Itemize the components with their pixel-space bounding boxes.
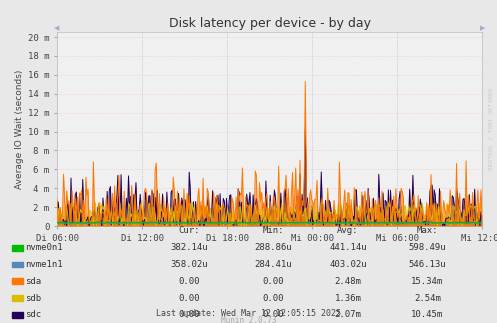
Text: Munin 2.0.73: Munin 2.0.73: [221, 316, 276, 323]
Text: 0.00: 0.00: [178, 277, 200, 286]
Text: 1.36m: 1.36m: [334, 294, 361, 303]
Text: 403.02u: 403.02u: [329, 260, 367, 269]
Text: sdc: sdc: [25, 310, 41, 319]
Text: sda: sda: [25, 277, 41, 286]
Text: 382.14u: 382.14u: [170, 243, 208, 252]
Text: RRDTOOL / TOBI OETIKER: RRDTOOL / TOBI OETIKER: [489, 88, 494, 171]
Text: 0.00: 0.00: [262, 310, 284, 319]
Text: 288.86u: 288.86u: [254, 243, 292, 252]
Text: Avg:: Avg:: [337, 226, 359, 235]
Text: 0.00: 0.00: [178, 310, 200, 319]
Text: 441.14u: 441.14u: [329, 243, 367, 252]
Text: 598.49u: 598.49u: [409, 243, 446, 252]
Text: Last update: Wed Mar 12 12:05:15 2025: Last update: Wed Mar 12 12:05:15 2025: [156, 309, 341, 318]
Text: ▶: ▶: [480, 25, 485, 31]
Text: 358.02u: 358.02u: [170, 260, 208, 269]
Text: 2.48m: 2.48m: [334, 277, 361, 286]
Text: 0.00: 0.00: [262, 294, 284, 303]
Text: 10.45m: 10.45m: [412, 310, 443, 319]
Y-axis label: Average IO Wait (seconds): Average IO Wait (seconds): [15, 69, 24, 189]
Text: 15.34m: 15.34m: [412, 277, 443, 286]
Text: nvme1n1: nvme1n1: [25, 260, 63, 269]
Text: 546.13u: 546.13u: [409, 260, 446, 269]
Text: Cur:: Cur:: [178, 226, 200, 235]
Title: Disk latency per device - by day: Disk latency per device - by day: [168, 17, 371, 30]
Text: ◀: ◀: [54, 25, 60, 31]
Text: Min:: Min:: [262, 226, 284, 235]
Text: nvme0n1: nvme0n1: [25, 243, 63, 252]
Text: 2.54m: 2.54m: [414, 294, 441, 303]
Text: 284.41u: 284.41u: [254, 260, 292, 269]
Text: Max:: Max:: [416, 226, 438, 235]
Text: 0.00: 0.00: [178, 294, 200, 303]
Text: sdb: sdb: [25, 294, 41, 303]
Text: 2.07m: 2.07m: [334, 310, 361, 319]
Text: 0.00: 0.00: [262, 277, 284, 286]
